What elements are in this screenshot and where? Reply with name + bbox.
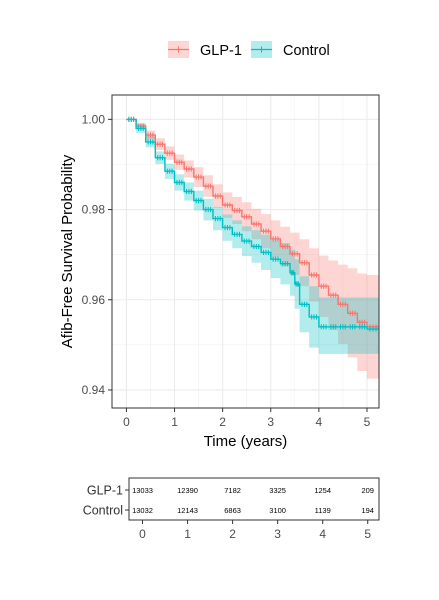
table-cell: 13032 <box>132 506 153 515</box>
table-border <box>128 477 380 521</box>
legend-label: GLP-1 <box>200 43 242 59</box>
x-tick-label: 5 <box>364 415 371 429</box>
x-tick-label: 0 <box>123 415 130 429</box>
plot-border <box>111 94 380 409</box>
table-row-label: Control <box>83 504 123 518</box>
x-tick-label: 1 <box>171 415 178 429</box>
table-cell: 6863 <box>224 506 241 515</box>
series-control <box>126 116 379 332</box>
x-tick-label: 4 <box>316 415 323 429</box>
table-cell: 1254 <box>314 486 331 495</box>
y-tick-label: 0.94 <box>82 383 106 397</box>
table-cell: 7182 <box>224 486 241 495</box>
confidence-band-glp-1 <box>126 119 379 379</box>
x-tick-label: 3 <box>267 415 274 429</box>
plot-background <box>112 95 379 408</box>
table-cell: 12143 <box>177 506 198 515</box>
table-cell: 1139 <box>315 506 331 515</box>
table-cell: 13033 <box>132 486 153 495</box>
table-cell: 3100 <box>269 506 286 515</box>
y-axis-title: Afib-Free Survival Probability <box>59 154 76 348</box>
table-cell: 194 <box>361 506 374 515</box>
y-tick-label: 1.00 <box>82 112 106 126</box>
series-layer <box>126 116 379 379</box>
table-row-label: GLP-1 <box>87 484 123 498</box>
table-x-tick-label: 2 <box>229 527 236 541</box>
legend-item-glp-1: GLP-1 <box>168 41 242 59</box>
x-axis-title: Time (years) <box>204 433 288 450</box>
table-x-tick-label: 1 <box>184 527 191 541</box>
legend: GLP-1 Control <box>168 41 330 59</box>
table-cell: 3325 <box>269 486 286 495</box>
survival-plot: 0 1 2 3 4 5 0.94 0.96 0.98 1.00 Time (years) Afib-F… <box>59 94 380 450</box>
confidence-band-control <box>126 119 379 354</box>
table-cell: 12390 <box>177 486 198 495</box>
table-x-tick-label: 3 <box>274 527 281 541</box>
table-x-tick-label: 4 <box>319 527 326 541</box>
y-tick-label: 0.96 <box>82 293 106 307</box>
y-tick-label: 0.98 <box>82 203 106 217</box>
table-cell: 209 <box>361 486 374 495</box>
table-x-tick-label: 5 <box>364 527 371 541</box>
table-x-tick-label: 0 <box>139 527 146 541</box>
legend-item-control: Control <box>251 41 330 59</box>
legend-label: Control <box>283 43 330 59</box>
x-tick-label: 2 <box>219 415 226 429</box>
series-glp-1 <box>126 116 379 330</box>
